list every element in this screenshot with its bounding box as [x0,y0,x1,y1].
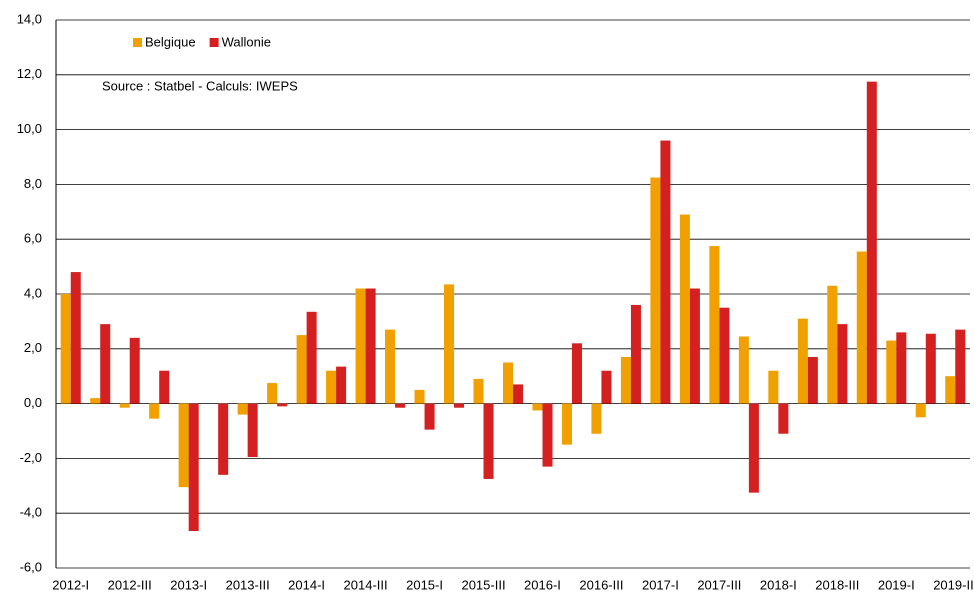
x-tick-label: 2015-I [406,577,443,592]
bar [955,329,966,404]
annotation: Source : Statbel - Calculs: IWEPS [102,78,298,93]
bar [355,288,366,404]
bar [414,389,425,404]
y-tick-label: -4,0 [20,505,42,520]
y-tick-label: -6,0 [20,559,42,574]
bar [306,311,317,404]
y-tick-label: 8,0 [24,176,42,191]
bar [90,398,101,404]
bar [679,214,690,404]
bar [571,343,582,404]
bar [797,318,808,404]
y-tick-label: 4,0 [24,285,42,300]
bar [650,177,661,404]
legend-swatch [133,38,142,47]
x-tick-label: 2014-III [344,577,388,592]
bar [601,370,612,404]
x-tick-label: 2017-III [697,577,741,592]
bar [778,403,789,434]
bar [896,332,907,404]
bar [188,403,199,532]
x-tick-label: 2018-I [760,577,797,592]
x-tick-label: 2016-III [579,577,623,592]
bar [237,403,248,415]
bar [738,336,749,404]
bar [129,337,140,404]
x-tick-label: 2019-I [878,577,915,592]
bar [60,294,71,404]
bar [473,378,484,404]
bar [502,362,513,404]
bar [856,251,867,404]
y-tick-label: 14,0 [17,11,42,26]
bar [886,340,897,404]
bar [454,403,465,408]
bar [542,403,553,467]
bar [385,329,396,404]
bar [218,403,229,475]
bar [827,285,838,404]
y-tick-label: 12,0 [17,66,42,81]
x-tick-label: 2014-I [288,577,325,592]
bar [267,383,278,404]
legend-label: Wallonie [222,34,271,49]
x-tick-label: 2012-III [108,577,152,592]
bar [748,403,759,493]
bar [513,384,524,404]
bar [945,376,956,404]
y-tick-label: 0,0 [24,395,42,410]
bar [444,284,455,404]
y-tick-label: 2,0 [24,340,42,355]
bar [483,403,494,479]
bar [365,288,376,404]
x-tick-label: 2013-III [226,577,270,592]
x-tick-label: 2015-III [461,577,505,592]
bar [532,403,543,411]
bar [915,403,926,418]
x-tick-label: 2017-I [642,577,679,592]
bar [100,324,111,404]
bar [709,246,720,404]
x-tick-label: 2012-I [52,577,89,592]
bar [719,307,730,404]
legend-label: Belgique [145,34,196,49]
bar [336,366,347,404]
x-tick-label: 2019-III [933,577,974,592]
bar [620,357,631,404]
bar [277,403,288,407]
bar [424,403,435,430]
x-tick-label: 2018-III [815,577,859,592]
bar [630,304,641,404]
bar [660,140,671,404]
bar [326,370,337,404]
x-tick-label: 2016-I [524,577,561,592]
bar [395,403,406,408]
bar [689,288,700,404]
bar [925,333,936,404]
bar [296,335,307,404]
y-tick-label: -2,0 [20,450,42,465]
bar [159,370,170,404]
bar [591,403,602,434]
bar [247,403,258,458]
y-tick-label: 10,0 [17,121,42,136]
bar [837,324,848,404]
bar [119,403,130,408]
bar [807,357,818,404]
bar [561,403,572,445]
bar [149,403,160,419]
bar [70,272,81,404]
y-tick-label: 6,0 [24,231,42,246]
bar [866,81,877,404]
bar [178,403,189,488]
bar [768,370,779,404]
x-tick-label: 2013-I [170,577,207,592]
legend-swatch [209,38,219,47]
